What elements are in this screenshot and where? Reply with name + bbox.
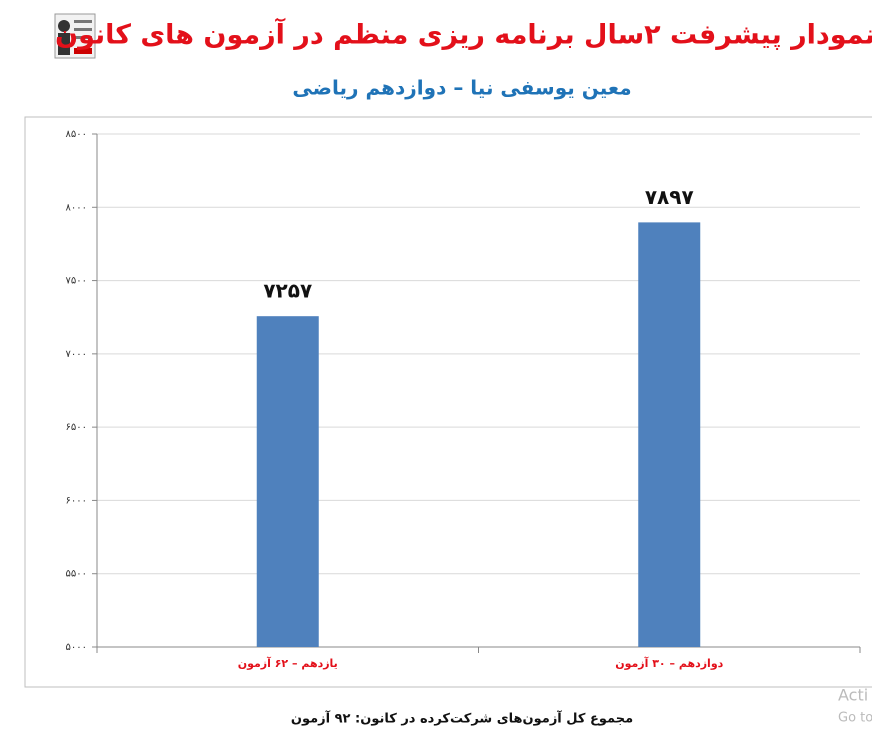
y-tick-label: ۵۵۰۰: [66, 569, 87, 580]
bar: [256, 316, 319, 647]
y-tick-label: ۶۵۰۰: [66, 422, 87, 433]
chart-subtitle: معین یوسفی نیا – دوازدهم ریاضی: [292, 76, 631, 100]
logo: [54, 13, 96, 59]
x-tick-label: یازدهم – ۶۲ آزمون: [238, 656, 338, 670]
y-tick-label: ۷۵۰۰: [66, 276, 87, 287]
y-tick-label: ۸۰۰۰: [66, 202, 87, 213]
y-tick-label: ۵۰۰۰: [66, 642, 87, 653]
plot-frame: [24, 116, 872, 688]
y-tick-label: ۷۰۰۰: [66, 349, 87, 360]
watermark: Go to: [838, 711, 872, 726]
value-label: ۷۸۹۷: [645, 185, 694, 209]
watermark: Acti: [838, 686, 868, 705]
footnote: مجموع کل آزمون‌های شرکت‌کرده در کانون: ۹…: [291, 710, 633, 727]
bar: [638, 222, 701, 647]
x-tick-label: دوازدهم – ۳۰ آزمون: [615, 656, 723, 670]
value-label: ۷۲۵۷: [263, 279, 312, 303]
y-tick-label: ۶۰۰۰: [66, 495, 87, 506]
y-tick-label: ۸۵۰۰: [66, 129, 87, 140]
chart-title: نمودار پیشرفت ۲سال برنامه ریزی منظم در آ…: [55, 18, 872, 51]
